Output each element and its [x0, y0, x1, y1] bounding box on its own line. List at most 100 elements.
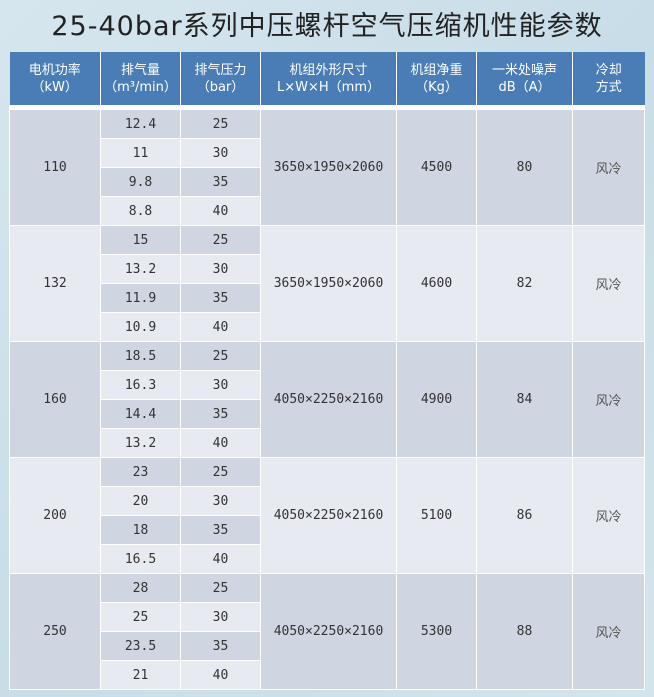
column-header-line: 排气压力 [194, 62, 247, 78]
air-delivery-cell: 8.8 [100, 196, 181, 226]
table-row: 11.9 35 [10, 283, 645, 313]
air-delivery-cell: 16.5 [100, 544, 181, 574]
cooling-cell: 风冷 [572, 457, 645, 574]
cooling-cell: 风冷 [572, 341, 645, 458]
column-header-line: 排气量 [120, 62, 160, 78]
performance-table: 电机功率 （kW） 排气量 （m³/min） 排气压力 （bar） 机组外形尺寸 L×W×H（… [9, 52, 645, 690]
cooling-cell: 风冷 [572, 573, 645, 690]
table-row: 21 40 [10, 660, 645, 690]
pressure-cell: 35 [180, 283, 261, 313]
column-header-line: L×W×H（mm） [277, 79, 380, 95]
pressure-cell: 40 [180, 428, 261, 458]
column-header-line: 冷却 [595, 62, 622, 78]
column-header-line: 一米处噪声 [491, 62, 557, 78]
table-row: 25 30 [10, 602, 645, 632]
pressure-cell: 25 [180, 457, 261, 487]
power-cell: 132 [9, 225, 101, 342]
pressure-cell: 25 [180, 225, 261, 255]
pressure-cell: 35 [180, 399, 261, 429]
pressure-cell: 35 [180, 631, 261, 661]
table-row: 13.2 30 [10, 254, 645, 284]
air-delivery-cell: 18.5 [100, 341, 181, 371]
air-delivery-cell: 28 [100, 573, 181, 603]
column-header: 冷却 方式 [572, 52, 645, 108]
table-row: 8.8 40 [10, 196, 645, 226]
air-delivery-cell: 11 [100, 138, 181, 168]
column-header: 机组外形尺寸 L×W×H（mm） [260, 52, 397, 108]
page-title: 25-40bar系列中压螺杆空气压缩机性能参数 [51, 11, 603, 42]
weight-cell: 4500 [396, 107, 477, 226]
cooling-cell: 风冷 [572, 225, 645, 342]
table-row: 132 15 25 3650×1950×2060 4600 82 风冷 [9, 225, 645, 342]
noise-cell: 84 [476, 341, 573, 458]
pressure-cell: 25 [180, 573, 261, 603]
air-delivery-cell: 14.4 [100, 399, 181, 429]
air-delivery-cell: 18 [100, 515, 181, 545]
pressure-cell: 30 [180, 370, 261, 400]
column-header-line: 电机功率 [28, 62, 81, 78]
air-delivery-cell: 11.9 [100, 283, 181, 313]
pressure-cell: 30 [180, 602, 261, 632]
column-header-line: （bar） [196, 79, 245, 95]
pressure-cell: 35 [180, 167, 261, 197]
column-header-line: 机组外形尺寸 [289, 62, 368, 78]
pressure-cell: 25 [180, 341, 261, 371]
table-row: 20 30 [10, 486, 645, 516]
air-delivery-cell: 15 [100, 225, 181, 255]
pressure-cell: 40 [180, 196, 261, 226]
weight-cell: 4600 [396, 225, 477, 342]
dimensions-cell: 4050×2250×2160 [260, 457, 397, 574]
air-delivery-cell: 23.5 [100, 631, 181, 661]
power-cell: 110 [9, 107, 101, 226]
header-row: 电机功率 （kW） 排气量 （m³/min） 排气压力 （bar） 机组外形尺寸 L×W×H（… [9, 52, 645, 108]
column-header-line: dB（A） [498, 79, 551, 95]
dimensions-cell: 3650×1950×2060 [260, 107, 397, 226]
air-delivery-cell: 10.9 [100, 312, 181, 342]
air-delivery-cell: 20 [100, 486, 181, 516]
weight-cell: 4900 [396, 341, 477, 458]
table-row: 250 28 25 4050×2250×2160 5300 88 风冷 [9, 573, 645, 690]
power-cell: 250 [9, 573, 101, 690]
column-header: 机组净重 （Kg） [396, 52, 477, 108]
pressure-cell: 40 [180, 660, 261, 690]
pressure-cell: 30 [180, 138, 261, 168]
table-row: 14.4 35 [10, 399, 645, 429]
power-cell: 160 [9, 341, 101, 458]
air-delivery-cell: 23 [100, 457, 181, 487]
column-header: 电机功率 （kW） [9, 52, 101, 108]
air-delivery-cell: 25 [100, 602, 181, 632]
table-row: 160 18.5 25 4050×2250×2160 4900 84 风冷 [9, 341, 645, 458]
noise-cell: 86 [476, 457, 573, 574]
pressure-cell: 35 [180, 515, 261, 545]
table-row: 16.5 40 [10, 544, 645, 574]
table-row: 200 23 25 4050×2250×2160 5100 86 风冷 [9, 457, 645, 574]
noise-cell: 80 [476, 107, 573, 226]
dimensions-cell: 4050×2250×2160 [260, 341, 397, 458]
column-header: 一米处噪声 dB（A） [476, 52, 573, 108]
air-delivery-cell: 12.4 [100, 107, 181, 139]
weight-cell: 5100 [396, 457, 477, 574]
weight-cell: 5300 [396, 573, 477, 690]
air-delivery-cell: 16.3 [100, 370, 181, 400]
column-header-line: （kW） [31, 79, 78, 95]
dimensions-cell: 4050×2250×2160 [260, 573, 397, 690]
air-delivery-cell: 13.2 [100, 428, 181, 458]
pressure-cell: 30 [180, 486, 261, 516]
pressure-cell: 40 [180, 312, 261, 342]
air-delivery-cell: 13.2 [100, 254, 181, 284]
column-header-line: 方式 [595, 79, 622, 95]
column-header: 排气压力 （bar） [180, 52, 261, 108]
pressure-cell: 40 [180, 544, 261, 574]
pressure-cell: 30 [180, 254, 261, 284]
noise-cell: 88 [476, 573, 573, 690]
power-cell: 200 [9, 457, 101, 574]
dimensions-cell: 3650×1950×2060 [260, 225, 397, 342]
table-row: 11 30 [10, 138, 645, 168]
table-row: 110 12.4 25 3650×1950×2060 4500 80 风冷 [9, 107, 645, 226]
table-row: 10.9 40 [10, 312, 645, 342]
cooling-cell: 风冷 [572, 107, 645, 226]
table-row: 18 35 [10, 515, 645, 545]
column-header-line: （m³/min） [104, 79, 177, 95]
air-delivery-cell: 9.8 [100, 167, 181, 197]
column-header-line: 机组净重 [410, 62, 463, 78]
